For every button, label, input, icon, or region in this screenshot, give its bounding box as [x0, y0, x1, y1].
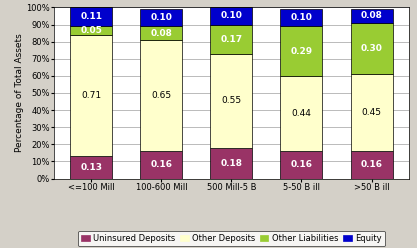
- Bar: [281, 151, 322, 179]
- Text: 0.44: 0.44: [291, 109, 311, 118]
- Y-axis label: Percentage of Total Assets: Percentage of Total Assets: [15, 34, 23, 152]
- Bar: [211, 25, 252, 54]
- Text: 0.71: 0.71: [81, 91, 101, 100]
- Text: 0.16: 0.16: [361, 160, 382, 169]
- Text: 0.10: 0.10: [291, 13, 312, 22]
- Legend: Uninsured Deposits, Other Deposits, Other Liabilities, Equity: Uninsured Deposits, Other Deposits, Othe…: [78, 231, 385, 246]
- Bar: [351, 74, 392, 151]
- Bar: [351, 23, 392, 74]
- Text: 0.08: 0.08: [151, 29, 172, 38]
- Text: 0.08: 0.08: [361, 11, 382, 21]
- Bar: [281, 26, 322, 76]
- Text: 0.11: 0.11: [80, 12, 102, 21]
- Bar: [141, 151, 182, 179]
- Bar: [211, 7, 252, 25]
- Text: 0.16: 0.16: [151, 160, 172, 169]
- Bar: [70, 7, 112, 26]
- Text: 0.55: 0.55: [221, 96, 241, 105]
- Bar: [351, 9, 392, 23]
- Text: 0.29: 0.29: [290, 47, 313, 56]
- Bar: [141, 40, 182, 151]
- Bar: [211, 54, 252, 148]
- Bar: [281, 9, 322, 26]
- Text: 0.10: 0.10: [151, 13, 172, 22]
- Text: 0.13: 0.13: [80, 163, 102, 172]
- Bar: [70, 35, 112, 156]
- Text: 0.05: 0.05: [80, 26, 102, 35]
- Bar: [70, 156, 112, 179]
- Bar: [70, 26, 112, 35]
- Text: 0.18: 0.18: [221, 159, 242, 168]
- Bar: [281, 76, 322, 151]
- Text: 0.30: 0.30: [361, 44, 382, 53]
- Bar: [211, 148, 252, 179]
- Text: 0.65: 0.65: [151, 91, 171, 100]
- Text: 0.16: 0.16: [291, 160, 312, 169]
- Bar: [351, 151, 392, 179]
- Text: 0.17: 0.17: [220, 35, 243, 44]
- Text: 0.10: 0.10: [221, 11, 242, 21]
- Bar: [141, 9, 182, 26]
- Bar: [141, 26, 182, 40]
- Text: 0.45: 0.45: [362, 108, 382, 117]
